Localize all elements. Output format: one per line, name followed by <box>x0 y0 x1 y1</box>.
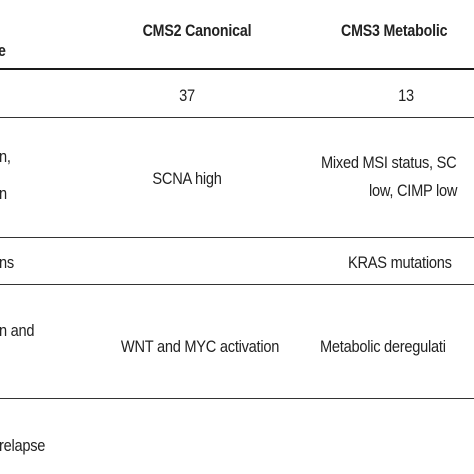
row-divider <box>0 117 474 118</box>
header-cms3-metabolic: CMS3 Metabolic <box>341 22 448 40</box>
row-genomic-cms3-line2: low, CIMP low <box>369 181 458 200</box>
row-pathway-col1-line1: n and <box>0 321 35 340</box>
row-mutations-col1: ns <box>0 253 14 272</box>
row-genomic-cms3-line1: Mixed MSI status, SC <box>321 153 457 172</box>
row-pathway-cms2: WNT and MYC activation <box>120 337 280 356</box>
header-cms2-canonical: CMS2 Canonical <box>142 22 252 40</box>
header-rule <box>0 68 474 70</box>
row-divider <box>0 398 474 399</box>
row-pathway-cms3: Metabolic deregulati <box>320 337 446 356</box>
row-count-cms2: 37 <box>179 86 195 105</box>
row-prognosis-col1: relapse <box>0 436 46 455</box>
row-divider <box>0 284 474 285</box>
row-genomic-col1-line2: n <box>0 183 7 205</box>
row-mutations-cms3: KRAS mutations <box>348 253 452 272</box>
row-genomic-col1-line1: n, <box>0 147 11 166</box>
row-divider <box>0 237 474 238</box>
row-genomic-cms2: SCNA high <box>152 169 222 188</box>
row-count-cms3: 13 <box>398 86 414 105</box>
header-col1-fragment: e <box>0 40 6 62</box>
